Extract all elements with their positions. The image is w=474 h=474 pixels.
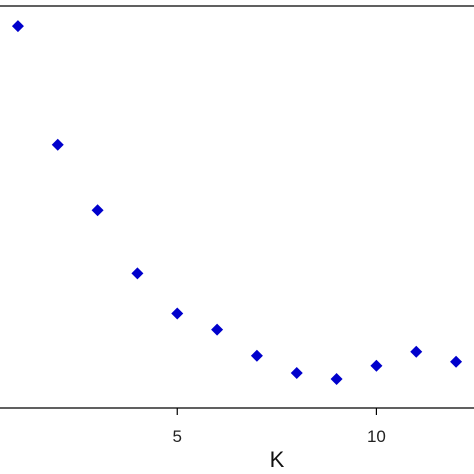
data-point — [250, 349, 263, 362]
data-point — [51, 138, 64, 151]
data-point — [91, 204, 104, 217]
data-point — [11, 20, 24, 33]
x-axis-label: K — [270, 447, 285, 472]
x-tick-label: 5 — [173, 427, 182, 446]
data-point — [171, 307, 184, 320]
x-ticks: 5 10 — [173, 408, 386, 446]
data-point — [370, 359, 383, 372]
data-point — [410, 345, 423, 358]
data-point — [450, 355, 463, 368]
plot-frame — [0, 5, 474, 409]
data-point — [290, 367, 303, 380]
x-tick-label: 10 — [367, 427, 386, 446]
data-point — [211, 323, 224, 336]
data-points — [11, 20, 463, 386]
data-point — [330, 373, 343, 386]
data-point — [131, 267, 144, 280]
